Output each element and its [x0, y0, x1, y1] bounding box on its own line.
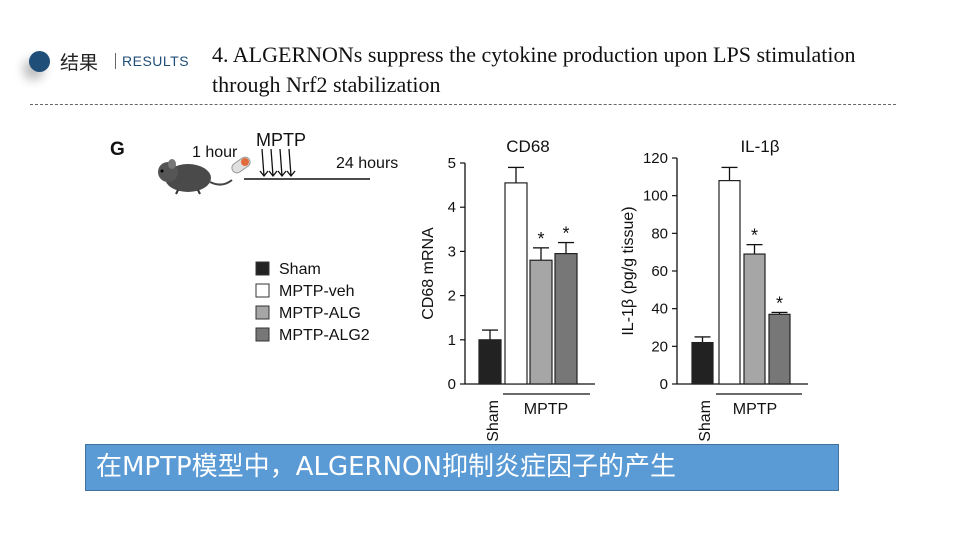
chart-title: IL-1β [740, 137, 779, 156]
section-separator [115, 53, 116, 69]
section-sublabel: RESULTS [122, 53, 190, 69]
y-tick-label: 40 [651, 301, 668, 318]
legend-swatch [255, 283, 270, 298]
y-tick-label: 5 [448, 155, 456, 172]
chart-title: CD68 [506, 137, 549, 156]
y-tick-label: 3 [448, 243, 456, 260]
significance-marker: * [537, 229, 544, 249]
y-axis-label: IL-1β (pg/g tissue) [620, 206, 637, 335]
bar-sham [691, 341, 714, 385]
significance-marker: * [776, 293, 783, 313]
y-tick-label: 2 [448, 288, 456, 305]
x-label-mptp: MPTP [524, 401, 568, 418]
y-tick-label: 80 [651, 225, 668, 242]
significance-marker: * [562, 224, 569, 244]
y-tick-label: 120 [643, 150, 668, 167]
y-tick-label: 1 [448, 332, 456, 349]
bar-mptp-alg [743, 253, 766, 385]
section-label: 结果 [60, 52, 99, 74]
y-tick-label: 0 [448, 376, 456, 393]
legend-label: MPTP-ALG [279, 305, 361, 322]
legend-label: MPTP-veh [279, 283, 355, 300]
legend-swatch [255, 261, 270, 276]
chart-il1b: IL-1β 0 20 40 60 80 100 120 IL-1β (pg/g tissue) *… [620, 137, 808, 442]
legend: Sham MPTP-veh MPTP-ALG MPTP-ALG2 [255, 261, 370, 344]
pill-icon [231, 156, 251, 174]
slide-title: 4. ALGERNONs suppress the cytokine produ… [212, 42, 856, 97]
timeline-label-1h: 1 hour [192, 144, 238, 161]
mouse-icon [158, 159, 233, 195]
legend-label: MPTP-ALG2 [279, 327, 370, 344]
bar-mptp-veh [504, 182, 528, 385]
y-tick-label: 4 [448, 199, 456, 216]
y-tick-label: 20 [651, 338, 668, 355]
x-label-mptp: MPTP [733, 401, 777, 418]
bar-mptp-alg [529, 259, 553, 385]
caption-banner: 在MPTP模型中，ALGERNON抑制炎症因子的产生 [85, 444, 839, 491]
injection-arrows [259, 148, 296, 178]
x-label-sham: Sham [485, 400, 502, 442]
legend-swatch [255, 305, 270, 320]
bar-mptp-alg2 [768, 313, 791, 385]
legend-label: Sham [279, 261, 321, 278]
y-tick-label: 100 [643, 188, 668, 205]
y-tick-label: 60 [651, 263, 668, 280]
y-tick-label: 0 [660, 376, 668, 393]
bar-sham [478, 339, 502, 385]
legend-swatch [255, 327, 270, 342]
bar-mptp-alg2 [554, 253, 578, 385]
bar-mptp-veh [718, 180, 741, 385]
x-label-sham: Sham [697, 400, 714, 442]
chart-cd68: CD68 0 1 2 3 4 5 CD68 mRNA * * Sham MPTP [420, 137, 595, 442]
significance-marker: * [751, 226, 758, 246]
dashed-divider [30, 104, 896, 105]
timeline-label-mptp: MPTP [256, 130, 306, 150]
section-bullet [29, 51, 50, 72]
timeline-label-24h: 24 hours [336, 155, 398, 172]
y-axis-label: CD68 mRNA [420, 227, 437, 320]
panel-label: G [110, 139, 125, 160]
